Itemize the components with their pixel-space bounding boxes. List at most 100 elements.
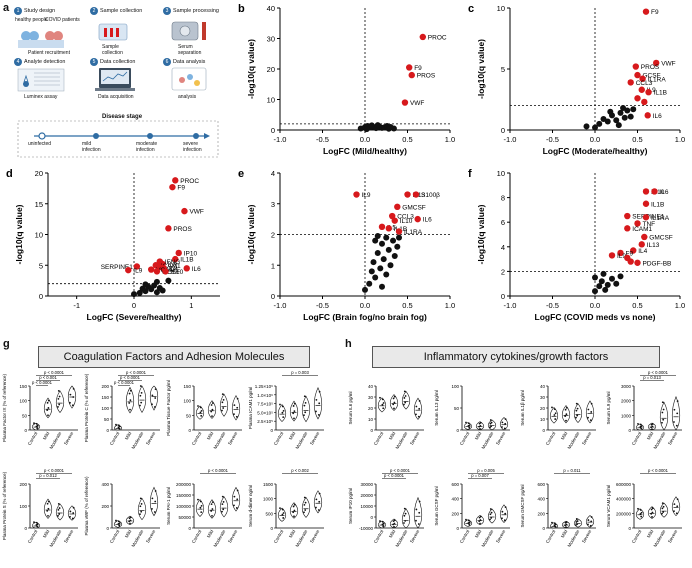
violin-severe (149, 486, 159, 517)
y-axis-label: Plasma Protein S (% of reference) (2, 471, 7, 540)
violin-point (318, 500, 321, 503)
x-tick-label: 0.5 (632, 135, 642, 144)
violin-point (139, 513, 141, 516)
violin-point (151, 394, 154, 397)
y-tick-label: 0 (271, 292, 275, 301)
violin-point (221, 503, 224, 506)
violin-point (282, 517, 285, 519)
violin-point (564, 415, 567, 418)
x-tick-label: Moderate (131, 529, 145, 548)
y-axis-label: Serum VCAM1 pg/ml (606, 485, 611, 527)
violin-point (467, 522, 470, 524)
y-tick-label: 50 (454, 406, 460, 411)
ns-point (596, 120, 603, 127)
p-value: p < 0.0001 (648, 468, 669, 473)
violin-point (57, 503, 60, 505)
section-title-h: Inflammatory cytokines/growth factors (372, 346, 660, 368)
x-tick-label: Control (373, 529, 385, 544)
y-axis-label: Serum IL6 pg/ml (348, 391, 353, 424)
violin-point (467, 519, 470, 522)
sig-point (645, 88, 652, 96)
p-value: p = 0.012 (39, 473, 57, 478)
violin-point (211, 415, 213, 418)
step-1-title: 1 Study design (14, 7, 55, 15)
violin-point (151, 403, 153, 406)
violin-moderate (219, 496, 229, 518)
ns-point (370, 259, 377, 266)
y-tick-label: 0 (24, 428, 27, 433)
p-value: p < 0.0001 (390, 468, 411, 473)
y-tick-label: 500 (265, 511, 273, 516)
sig-point (642, 8, 650, 15)
y-tick-label: 150000 (176, 493, 192, 498)
x-tick-label: Control (459, 529, 471, 544)
violin-point (403, 403, 405, 406)
violin-point (639, 509, 642, 511)
y-tick-label: 400 (101, 482, 109, 487)
point-label: IL10 (400, 218, 413, 225)
violin-point (565, 406, 568, 409)
violin-point (72, 387, 75, 390)
y-tick-label: 200 (101, 384, 109, 389)
ns-point (379, 283, 385, 290)
ns-point (380, 256, 387, 263)
violin-moderate (137, 497, 147, 521)
violin-point (468, 426, 471, 429)
violin-point (661, 507, 664, 510)
violin-point (210, 510, 213, 512)
violin-point (46, 502, 49, 505)
x-tick-label: Moderate (395, 529, 409, 548)
sig-point (634, 259, 641, 266)
x-tick-label: 1.0 (445, 135, 455, 144)
x-tick-label: Mild (288, 529, 297, 539)
ns-point (368, 122, 375, 129)
violin-point (575, 402, 578, 405)
x-tick-label: Severe (581, 529, 593, 544)
x-tick-label: Control (27, 431, 39, 446)
violin-point (418, 500, 421, 503)
violin-point (404, 401, 407, 404)
volcano-plot-c: c -1.0 -0.5 0.0 0.5 1.0 0 5 10 LogFC (Moderate/he… (468, 0, 685, 156)
violin-point (69, 393, 72, 396)
violin-point (565, 526, 567, 529)
sig-point (412, 191, 420, 198)
ns-point (607, 108, 614, 115)
stage-severe: severe infection (183, 141, 202, 153)
violin-point (293, 410, 296, 413)
violin-point (637, 423, 639, 425)
violin-point (673, 510, 675, 513)
violin-point (304, 411, 307, 414)
violin-point (318, 492, 321, 495)
y-tick-label: 10 (267, 96, 275, 105)
ns-point (596, 283, 603, 290)
y-tick-label: 8 (501, 194, 505, 203)
y-tick-label: 0 (628, 428, 631, 433)
violin-point (211, 514, 213, 517)
violin-point (467, 422, 470, 425)
sig-point (624, 212, 631, 220)
ns-point (620, 105, 627, 112)
violin-point (415, 405, 418, 408)
x-tick-label: -0.5 (546, 135, 559, 144)
y-tick-label: 20 (267, 65, 275, 74)
x-tick-label: -1 (73, 301, 80, 310)
y-tick-label: 200000 (176, 482, 192, 487)
violin-point (58, 513, 61, 515)
violin-point (200, 511, 203, 513)
violin-point (304, 501, 307, 504)
violin-point (210, 503, 213, 506)
x-tick-label: 1.0 (675, 301, 685, 310)
panel-letter-g: g (3, 338, 10, 350)
violin-point (69, 401, 71, 404)
point-label: IL4 (638, 248, 647, 255)
y-tick-label: 50000 (178, 515, 191, 520)
violin-point (587, 519, 590, 521)
y-tick-label: 0 (39, 292, 43, 301)
sig-point (624, 225, 631, 232)
x-axis-label: LogFC (Brain fog/no brain fog) (303, 312, 427, 322)
violin-point (35, 425, 38, 428)
y-tick-label: 2 (271, 231, 275, 240)
step-2-title: 2 Sample collection (90, 7, 142, 15)
violin-point (115, 519, 117, 522)
ns-point (383, 271, 390, 278)
